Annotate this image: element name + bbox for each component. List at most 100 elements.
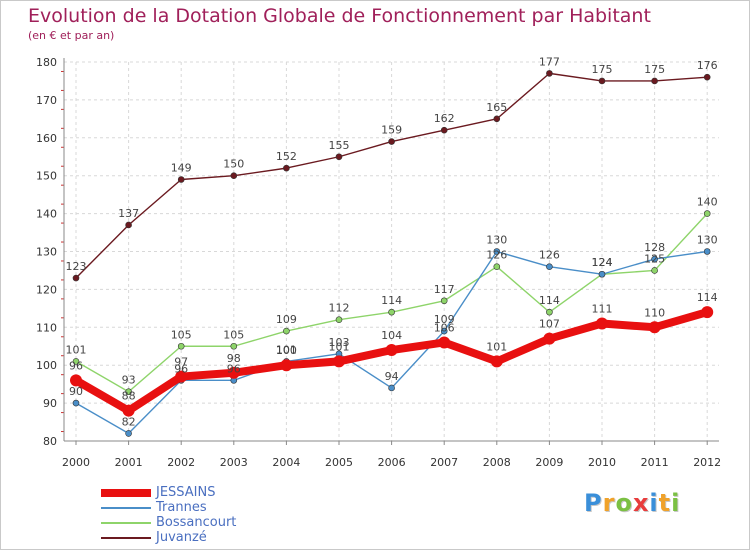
logo-letter: r <box>602 489 616 517</box>
chart-subtitle: (en € et par an) <box>28 29 115 42</box>
data-point <box>546 70 553 77</box>
data-point <box>651 77 658 85</box>
data-labels: 123 137 149 150 152 155 159 162 165 177 175 175 176 1… <box>66 55 718 428</box>
data-point <box>125 221 132 229</box>
data-label: 96 <box>227 362 241 375</box>
data-label: 101 <box>329 340 350 353</box>
data-label: 109 <box>276 313 297 326</box>
data-label: 101 <box>66 343 87 356</box>
data-label: 130 <box>486 234 507 247</box>
data-label: 93 <box>122 374 136 387</box>
x-tick-label: 2011 <box>641 456 669 469</box>
data-point <box>598 270 606 278</box>
data-point <box>596 317 608 330</box>
data-label: 177 <box>539 55 560 68</box>
data-label: 155 <box>329 139 350 152</box>
data-label: 176 <box>697 59 718 72</box>
y-tick-label: 160 <box>36 132 57 145</box>
data-label: 140 <box>697 196 718 209</box>
data-label: 126 <box>539 249 560 262</box>
data-label: 124 <box>592 256 613 269</box>
data-point <box>283 327 290 335</box>
data-point <box>283 164 290 172</box>
data-point <box>388 308 395 316</box>
x-tick-label: 2000 <box>62 456 90 469</box>
data-label: 152 <box>276 150 297 163</box>
data-point <box>335 316 343 324</box>
data-point <box>125 388 132 396</box>
data-point <box>440 126 448 134</box>
y-tick-label: 90 <box>43 397 57 410</box>
data-label: 149 <box>171 161 192 174</box>
data-label: 88 <box>122 390 136 403</box>
data-point <box>227 366 240 379</box>
x-tick-label: 2012 <box>693 456 721 469</box>
y-tick-label: 80 <box>43 435 57 448</box>
data-label: 106 <box>434 321 455 334</box>
data-point <box>177 176 185 183</box>
data-point <box>175 370 188 383</box>
data-label: 137 <box>118 207 139 220</box>
legend-label: JESSAINS <box>156 485 216 500</box>
x-tick-label: 2009 <box>535 456 563 469</box>
y-tick-label: 110 <box>36 321 57 334</box>
y-tick-labels: 80 90 100 110 120 130 140 150 160 170 180 <box>36 56 57 448</box>
data-point <box>230 172 238 179</box>
data-point <box>440 327 448 335</box>
data-label: 114 <box>697 291 718 304</box>
data-point <box>543 332 556 345</box>
data-label: 101 <box>276 343 297 356</box>
legend-label: Juvanzé <box>156 530 207 545</box>
data-label: 130 <box>697 234 718 247</box>
logo-letter: o <box>615 489 633 517</box>
y-tick-label: 130 <box>36 246 57 259</box>
data-label: 97 <box>174 356 188 369</box>
data-label: 117 <box>434 283 455 296</box>
legend-label: Bossancourt <box>156 515 237 530</box>
data-label: 111 <box>592 303 613 316</box>
data-point <box>125 430 132 437</box>
x-tick-label: 2010 <box>588 456 616 469</box>
data-point <box>440 297 448 305</box>
data-label: 165 <box>486 101 507 114</box>
data-point <box>598 77 606 85</box>
proxiti-logo: Proxiti <box>584 489 680 517</box>
x-tick-label: 2002 <box>167 456 195 469</box>
data-label: 105 <box>171 328 192 341</box>
data-point <box>493 248 501 255</box>
data-label: 124 <box>592 256 613 269</box>
data-point <box>72 274 80 282</box>
data-point <box>490 355 503 368</box>
data-point <box>177 342 185 350</box>
data-point <box>385 344 398 357</box>
y-tick-label: 140 <box>36 208 57 221</box>
data-label: 103 <box>329 336 350 349</box>
series-layer <box>70 70 714 437</box>
data-label: 90 <box>69 385 83 398</box>
logo-letter: P <box>584 489 603 517</box>
x-tick-label: 2005 <box>325 456 353 469</box>
logo-letter: i <box>649 489 659 517</box>
data-label: 114 <box>381 294 402 307</box>
legend-label: Trannes <box>156 500 207 515</box>
data-point <box>70 374 82 387</box>
data-point <box>703 248 711 255</box>
data-point <box>703 73 711 81</box>
data-label: 100 <box>276 344 297 357</box>
chart-title: Evolution de la Dotation Globale de Fonc… <box>28 5 651 27</box>
data-label: 125 <box>644 252 665 265</box>
data-label: 82 <box>122 415 136 428</box>
data-point <box>493 115 501 123</box>
data-label: 159 <box>381 124 402 137</box>
y-tick-label: 150 <box>36 170 57 183</box>
logo-letter: i <box>671 489 681 517</box>
data-label: 112 <box>329 302 350 315</box>
data-label: 109 <box>434 313 455 326</box>
axes <box>61 58 719 445</box>
data-point <box>648 321 661 334</box>
data-point <box>438 336 451 349</box>
legend-swatch <box>101 522 151 524</box>
data-label: 96 <box>174 362 188 375</box>
